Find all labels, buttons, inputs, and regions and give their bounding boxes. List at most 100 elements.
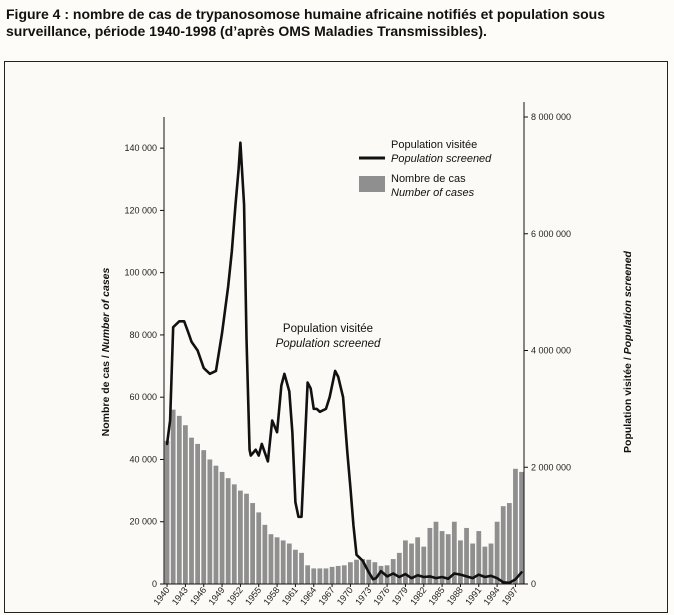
- y-tick-right-label: 8 000 000: [531, 112, 571, 122]
- y-tick-left-label: 80 000: [129, 330, 157, 340]
- bar-1991: [476, 531, 482, 584]
- bar-1968: [335, 565, 341, 584]
- bar-1995: [500, 506, 506, 584]
- y-ticks-left: 0 20 000 40 000 60 000 80 000 100 000 120 000 1…: [124, 143, 164, 589]
- legend-bar-label-fr: Nombre de cas: [391, 173, 466, 185]
- legend: Population visitée Population screened N…: [359, 139, 492, 199]
- bar-1977: [390, 559, 396, 584]
- y-tick-left-label: 120 000: [124, 205, 157, 215]
- bar-1953: [244, 493, 249, 584]
- bar-1964: [311, 568, 317, 584]
- x-tick-label: 1991: [463, 585, 483, 607]
- bar-1989: [464, 527, 469, 584]
- bar-1943: [183, 425, 188, 584]
- bar-1970: [348, 562, 353, 584]
- x-tick-label: 1961: [280, 585, 300, 607]
- bar-1983: [427, 527, 433, 584]
- bar-1972: [360, 559, 366, 584]
- bar-1993: [488, 543, 494, 584]
- bar-1966: [323, 568, 329, 584]
- bar-1992: [482, 546, 488, 584]
- legend-bar-swatch: [359, 176, 385, 192]
- bar-1950: [225, 478, 231, 584]
- x-tick-label: 1952: [225, 585, 245, 607]
- legend-line-label-en: Population screened: [391, 153, 492, 165]
- population-line: [165, 141, 523, 585]
- bar-1945: [195, 443, 200, 584]
- x-tick-label: 1988: [445, 585, 465, 607]
- bar-1997: [513, 468, 518, 584]
- x-tick-label: 1943: [170, 585, 190, 607]
- bar-1940: [164, 440, 170, 584]
- bar-1974: [372, 562, 378, 584]
- x-tick-label: 1970: [335, 585, 355, 607]
- bar-1981: [415, 537, 421, 584]
- bar-1941: [170, 409, 176, 584]
- y-axis-title-left-fr: Nombre de cas: [100, 361, 112, 436]
- y-tick-right-label: 4 000 000: [531, 346, 571, 356]
- bar-1944: [189, 437, 194, 584]
- x-tick-label: 1946: [188, 585, 208, 607]
- bar-1986: [445, 534, 451, 584]
- bar-1976: [384, 565, 390, 584]
- bar-1955: [256, 512, 262, 584]
- y-axis-title-right: Population visitée / Population screened: [622, 250, 634, 452]
- y-tick-left-label: 140 000: [124, 143, 157, 153]
- legend-line-label-fr: Population visitée: [391, 139, 477, 151]
- y-axis-title-right-en: Population screened: [622, 250, 634, 354]
- bar-1947: [207, 459, 213, 584]
- bar-1984: [433, 521, 439, 584]
- x-tick-label: 1976: [371, 585, 391, 607]
- bar-1987: [451, 521, 457, 584]
- y-tick-left-label: 100 000: [124, 268, 157, 278]
- bar-1962: [299, 552, 304, 584]
- y-tick-left-label: 20 000: [129, 517, 157, 527]
- y-tick-right-label: 6 000 000: [531, 229, 571, 239]
- chart-svg: 0 20 000 40 000 60 000 80 000 100 000 120 000 1…: [100, 102, 634, 607]
- bar-1994: [494, 521, 500, 584]
- y-tick-left-label: 60 000: [129, 392, 157, 402]
- bar-1958: [274, 537, 280, 584]
- bar-1979: [403, 540, 408, 584]
- x-tick-label: 1982: [408, 585, 428, 607]
- bar-1975: [378, 565, 384, 584]
- bar-1985: [439, 531, 445, 584]
- bar-1963: [305, 565, 311, 584]
- bar-1988: [458, 540, 463, 584]
- bar-1956: [262, 524, 268, 584]
- figure-title: Figure 4 : nombre de cas de trypanosomos…: [6, 6, 606, 39]
- x-tick-label: 1949: [206, 585, 226, 607]
- bar-1969: [341, 565, 347, 584]
- y-axis-title-right-fr: Population visitée: [622, 363, 634, 453]
- x-tick-label: 1985: [426, 585, 446, 607]
- x-tick-label: 1955: [243, 585, 263, 607]
- bar-1948: [213, 465, 219, 584]
- bar-1996: [506, 503, 512, 584]
- bar-1949: [219, 471, 225, 584]
- bar-1959: [280, 540, 286, 584]
- x-ticks: 1940194319461949195219551958196119641967…: [151, 584, 520, 607]
- annotation-en: Population screened: [276, 338, 381, 350]
- bar-1971: [354, 559, 359, 584]
- x-tick-label: 1997: [500, 585, 520, 607]
- bar-1990: [470, 543, 476, 584]
- bar-1942: [176, 415, 182, 584]
- y-tick-left-label: 40 000: [129, 454, 157, 464]
- y-tick-right-label: 2 000 000: [531, 462, 571, 472]
- bar-1957: [268, 534, 274, 584]
- y-tick-right-label: 0: [531, 579, 536, 589]
- bar-1952: [238, 490, 243, 584]
- annotation-fr: Population visitée: [283, 323, 373, 335]
- x-tick-label: 1958: [261, 585, 281, 607]
- bar-1954: [250, 503, 256, 584]
- x-tick-label: 1994: [481, 585, 501, 607]
- bar-1960: [286, 543, 292, 584]
- bar-1951: [231, 484, 237, 584]
- bar-1961: [293, 549, 298, 584]
- y-ticks-right: 0 2 000 000 4 000 000 6 000 000 8 000 000: [524, 112, 571, 589]
- bar-1980: [409, 543, 414, 584]
- x-tick-label: 1979: [390, 585, 410, 607]
- bars-layer: [164, 409, 524, 584]
- bar-1982: [421, 546, 427, 584]
- y-axis-title-left-en: Number of cases: [100, 268, 112, 353]
